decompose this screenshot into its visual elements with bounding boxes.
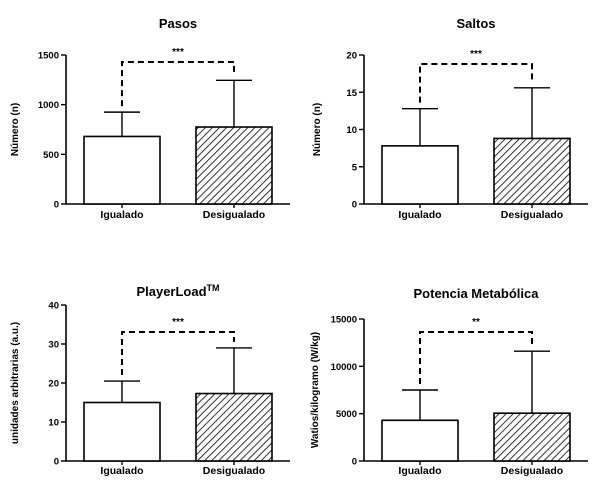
- significance-label: **: [472, 317, 480, 328]
- significance-bracket: [121, 331, 235, 376]
- y-tick-label: 15: [346, 88, 357, 99]
- y-tick-label: 500: [43, 150, 59, 161]
- bar-desigualado: [195, 392, 273, 462]
- x-tick-label: Igualado: [398, 465, 441, 477]
- y-tick-label: 5: [352, 162, 358, 173]
- x-tick-label: Igualado: [100, 465, 143, 477]
- y-tick-label: 5000: [336, 409, 357, 420]
- bar-igualado: [83, 401, 161, 462]
- chart-panel: PlayerLoadTM 0 10 20 30 40 unidades arbitraria…: [10, 283, 290, 477]
- bar-igualado: [83, 135, 161, 205]
- chart-title: Potencia Metabólica: [414, 286, 540, 301]
- y-tick-label: 10: [346, 125, 357, 136]
- y-axis-label: unidades arbitrarias (a.u.): [10, 322, 21, 444]
- y-axis-label: Número (n): [312, 103, 323, 156]
- chart-panel: Pasos 0 500 1000 1500 Número (n) Igualado Desig…: [10, 16, 290, 221]
- y-tick-label: 10000: [331, 362, 357, 373]
- bar-desigualado: [493, 412, 571, 462]
- significance-label: ***: [172, 47, 184, 58]
- chart-title-superscript: TM: [207, 283, 220, 293]
- y-tick-label: 20: [346, 51, 357, 62]
- chart-panel: Potencia Metabólica 0 5000 10000 15000 Watios…: [310, 286, 588, 477]
- x-tick-label: Desigualado: [203, 209, 265, 221]
- y-axis-label: Watios/kilogramo (W/kg): [310, 332, 321, 448]
- y-tick-label: 0: [352, 457, 357, 468]
- y-tick-label: 0: [54, 200, 59, 211]
- significance-label: ***: [470, 49, 482, 60]
- x-tick-label: Desigualado: [501, 209, 563, 221]
- y-tick-label: 1500: [38, 51, 59, 62]
- y-tick-label: 40: [48, 301, 59, 312]
- chart-title: Saltos: [456, 16, 495, 31]
- bar-igualado: [381, 145, 459, 205]
- y-axis-label: Número (n): [10, 103, 21, 156]
- significance-bracket: [419, 331, 533, 384]
- y-tick-label: 30: [48, 340, 59, 351]
- significance-bracket: [121, 61, 235, 107]
- x-tick-label: Igualado: [100, 209, 143, 221]
- y-tick-label: 0: [54, 457, 59, 468]
- y-tick-label: 0: [352, 200, 357, 211]
- y-tick-label: 10: [48, 418, 59, 429]
- bar-desigualado: [195, 126, 273, 205]
- bar-desigualado: [493, 137, 571, 205]
- significance-label: ***: [172, 317, 184, 328]
- x-tick-label: Igualado: [398, 209, 441, 221]
- x-tick-label: Desigualado: [203, 465, 265, 477]
- y-tick-label: 1000: [38, 100, 59, 111]
- chart-panel: Saltos 0 5 10 15 20 Número (n) Igualado Desigual…: [312, 16, 588, 221]
- y-tick-label: 20: [48, 379, 59, 390]
- chart-title: Pasos: [159, 16, 197, 31]
- x-tick-label: Desigualado: [501, 465, 563, 477]
- y-tick-label: 15000: [331, 315, 357, 326]
- bar-igualado: [381, 419, 459, 462]
- significance-bracket: [419, 63, 533, 103]
- chart-title: PlayerLoadTM: [136, 283, 219, 299]
